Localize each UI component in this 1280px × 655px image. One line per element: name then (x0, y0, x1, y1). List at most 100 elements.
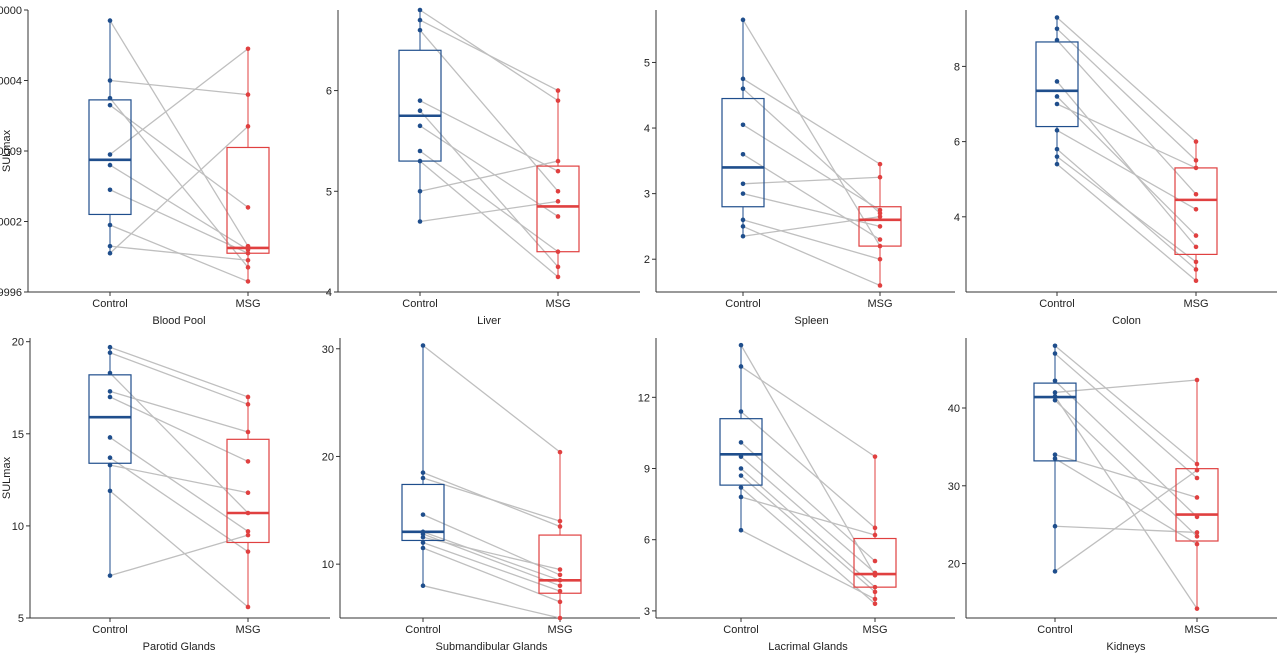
control-data-point (1054, 101, 1060, 107)
msg-data-point (245, 532, 251, 538)
control-data-point (738, 466, 744, 471)
y-tick-label: 10 (322, 559, 334, 571)
x-tick-label: Control (725, 298, 760, 310)
msg-data-point (872, 584, 878, 590)
msg-box (226, 146, 270, 254)
msg-data-point (245, 490, 251, 496)
control-data-point (740, 181, 746, 187)
paired-line (1054, 454, 1198, 499)
paired-line (419, 160, 559, 278)
msg-data-point (557, 518, 563, 524)
paired-line (742, 176, 881, 185)
x-tick-label: Control (1039, 298, 1074, 310)
x-tick-label: Control (402, 298, 437, 310)
control-data-point (107, 78, 113, 83)
control-data-point (417, 148, 423, 154)
msg-data-point (872, 601, 878, 607)
control-data-point (417, 219, 423, 224)
paired-line (1054, 380, 1198, 518)
msg-data-point (245, 247, 251, 252)
x-tick-label: Control (723, 624, 758, 636)
x-axis-label: Liver (477, 315, 501, 327)
msg-data-point (245, 250, 251, 256)
paired-line (1054, 379, 1198, 394)
msg-data-point (245, 243, 251, 249)
control-data-point (417, 17, 423, 23)
msg-data-point (555, 214, 561, 219)
x-tick-label: Control (92, 624, 127, 636)
control-data-point (1052, 390, 1058, 395)
msg-data-point (245, 604, 251, 610)
msg-data-point (877, 237, 883, 242)
control-data-point (1052, 351, 1058, 356)
paired-line (742, 124, 881, 211)
chart-panel-spleen: 2 3 4 5 Control MSG Spleen (644, 10, 955, 327)
x-tick-label: MSG (235, 298, 260, 310)
paired-line (109, 352, 249, 405)
msg-data-point (555, 98, 561, 103)
control-data-point (1054, 94, 1060, 99)
msg-data-point (245, 394, 251, 400)
control-data-point (107, 162, 113, 168)
paired-line (422, 536, 561, 571)
control-data-point (107, 187, 113, 193)
paired-line (109, 464, 249, 494)
control-data-point (738, 473, 744, 478)
control-data-point (1052, 397, 1058, 403)
paired-line (109, 534, 249, 577)
msg-data-point (877, 224, 883, 229)
paired-line (742, 215, 881, 237)
x-axis-label: Parotid Glands (143, 641, 216, 653)
y-tick-label: 5 (18, 613, 24, 625)
control-data-point (107, 95, 113, 101)
msg-data-point (872, 558, 878, 564)
paired-line (740, 475, 876, 593)
paired-line (742, 153, 881, 241)
y-tick-label: 1.50000000000000000 (0, 5, 22, 17)
y-tick-label: 15 (12, 429, 24, 441)
msg-box (536, 165, 580, 253)
msg-data-point (557, 567, 563, 572)
control-data-point (417, 27, 423, 33)
paired-line (109, 490, 249, 608)
control-data-point (738, 342, 744, 348)
paired-line (422, 514, 561, 576)
control-data-point (417, 98, 423, 103)
control-box (721, 97, 765, 208)
paired-line (109, 125, 249, 254)
msg-data-point (555, 274, 561, 280)
control-data-point (1054, 15, 1060, 20)
paired-line (109, 104, 249, 208)
msg-data-point (877, 243, 883, 249)
msg-data-point (1194, 377, 1200, 383)
x-tick-label: MSG (867, 298, 892, 310)
msg-data-point (877, 174, 883, 180)
msg-data-point (555, 249, 561, 255)
y-tick-label: 12 (638, 392, 650, 404)
control-data-point (738, 454, 744, 459)
control-data-point (420, 583, 426, 588)
control-data-point (740, 122, 746, 128)
msg-data-point (1193, 165, 1199, 171)
control-data-point (417, 188, 423, 194)
msg-data-point (1193, 278, 1199, 284)
msg-data-point (245, 510, 251, 516)
control-data-point (107, 455, 113, 461)
control-data-point (1052, 343, 1058, 349)
control-data-point (107, 250, 113, 256)
y-tick-label: 3 (644, 189, 650, 201)
paired-line (1056, 17, 1197, 143)
paired-line (740, 456, 876, 574)
msg-data-point (1194, 606, 1200, 611)
y-tick-label: 10 (12, 521, 24, 533)
msg-data-point (872, 454, 878, 459)
msg-data-point (877, 161, 883, 167)
msg-data-point (557, 524, 563, 529)
chart-panel-submandibular-glands: 10 20 30 Control MSG Submandibular Glands (322, 338, 640, 653)
x-tick-label: MSG (1184, 624, 1209, 636)
y-tick-label: 3 (644, 606, 650, 618)
paired-line (742, 192, 881, 228)
paired-line (1056, 103, 1197, 169)
chart-panel-parotid-glands: 5 10 15 20 Control MSG Parotid Glands SULmax (1, 337, 330, 653)
control-box (1033, 382, 1077, 462)
